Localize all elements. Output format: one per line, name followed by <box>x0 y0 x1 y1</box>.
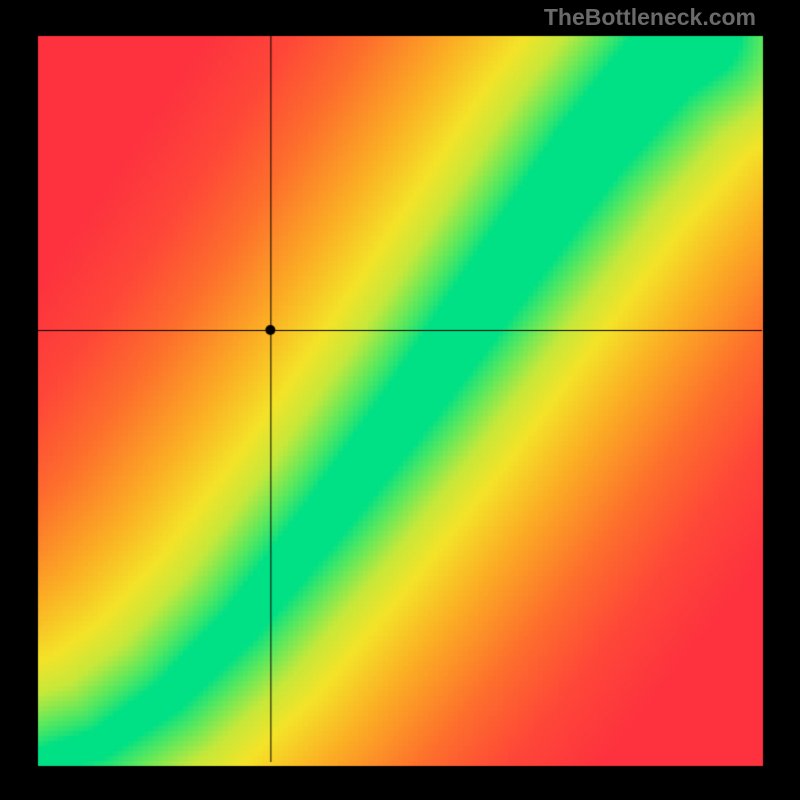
watermark-text: TheBottleneck.com <box>544 4 756 31</box>
heatmap-canvas <box>0 0 800 800</box>
